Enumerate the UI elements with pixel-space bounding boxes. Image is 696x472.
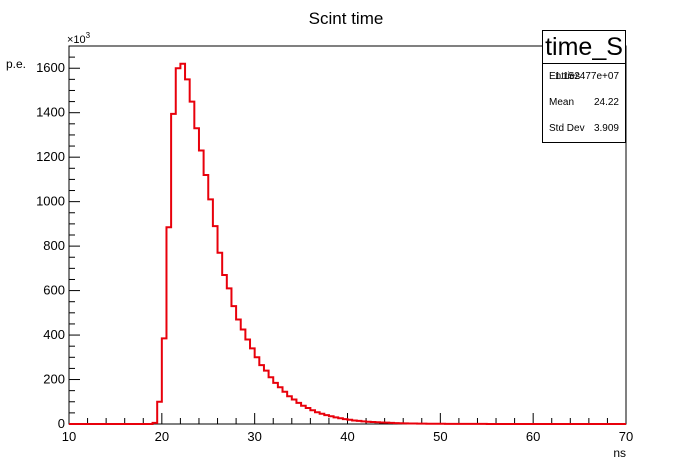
x-axis: 10 20 30 40 50 60 70 [62, 413, 633, 444]
y-axis-exponent: ×103 [67, 31, 91, 46]
y-axis-label: p.e. [6, 57, 26, 71]
x-tick-label: 40 [340, 429, 354, 444]
stats-row-mean: Mean 24.22 [543, 90, 625, 116]
x-tick-label: 20 [155, 429, 169, 444]
histogram-bin [255, 357, 260, 424]
y-tick-label: 1400 [36, 105, 65, 120]
y-tick-label: 800 [43, 238, 65, 253]
histogram-bin [208, 199, 213, 424]
histogram-bin [273, 383, 278, 424]
y-tick-label: 400 [43, 327, 65, 342]
histogram-bin [218, 253, 223, 424]
y-axis: 0 200 400 600 800 1000 1200 1400 1600 [36, 45, 80, 431]
y-tick-label: 1600 [36, 60, 65, 75]
stats-value: 3.909 [593, 123, 619, 134]
histogram-bin [180, 64, 185, 424]
y-tick-label: 200 [43, 372, 65, 387]
chart-title: Scint time [309, 9, 384, 28]
histogram-bin [264, 371, 269, 424]
histogram-bin [250, 348, 255, 424]
histogram-bin [194, 128, 199, 424]
histogram-bin [199, 151, 204, 424]
stats-row-entries: Entries 1.152477e+07 [543, 64, 625, 90]
histogram-bins [153, 64, 520, 424]
histogram-bin [227, 288, 232, 424]
histogram-bin [245, 340, 250, 424]
histogram-bin [259, 365, 264, 424]
y-tick-label: 1000 [36, 194, 65, 209]
histogram-bin [269, 377, 274, 424]
stats-value: 1.152477e+07 [554, 71, 619, 82]
histogram-bin [185, 79, 190, 424]
histogram-bin [231, 306, 236, 424]
stats-box-title: time_S [543, 31, 625, 64]
x-tick-label: 60 [526, 429, 540, 444]
x-tick-label: 70 [619, 429, 633, 444]
histogram-bin [278, 387, 283, 424]
x-tick-label: 50 [433, 429, 447, 444]
stats-label: Entries [549, 71, 581, 82]
stats-value: 24.22 [593, 97, 619, 108]
y-tick-label: 600 [43, 283, 65, 298]
stats-label: Mean [549, 97, 575, 108]
stats-box: time_S Entries 1.152477e+07 Mean 24.22 S… [542, 30, 626, 143]
y-tick-label: 1200 [36, 149, 65, 164]
x-tick-label: 30 [247, 429, 261, 444]
histogram-bin [176, 68, 181, 424]
x-tick-label: 10 [62, 429, 76, 444]
histogram-bin [241, 330, 246, 425]
histogram-bin [236, 319, 241, 424]
x-axis-label: ns [613, 446, 626, 460]
stats-label: Std Dev [549, 123, 585, 134]
histogram-bin [222, 275, 227, 424]
y-tick-label: 0 [58, 416, 65, 431]
histogram-bin [213, 226, 218, 424]
histogram-line [69, 62, 626, 425]
stats-row-stddev: Std Dev 3.909 [543, 116, 625, 142]
histogram-bin [190, 102, 195, 424]
histogram-bin [204, 175, 209, 424]
